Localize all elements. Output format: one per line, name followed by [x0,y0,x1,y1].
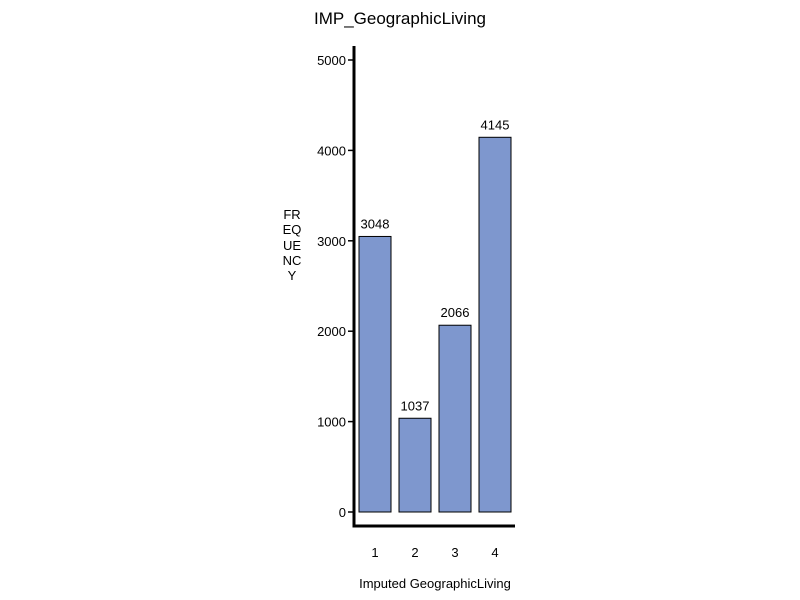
chart-title: IMP_GeographicLiving [314,9,486,28]
y-tick-label: 0 [339,505,346,520]
x-tick-label: 1 [371,545,378,560]
x-axis-label: Imputed GeographicLiving [359,576,511,591]
x-tick-label: 3 [451,545,458,560]
bar-data-label: 4145 [481,117,510,132]
y-tick-label: 3000 [317,234,346,249]
y-axis-label: FREQUENCY [282,207,302,284]
y-tick-label: 1000 [317,415,346,430]
bar [478,136,512,513]
bar-data-label: 1037 [401,398,430,413]
bar [398,417,432,513]
bars-layer: 3048 1037 2066 4145 [358,117,512,513]
bar-data-label: 3048 [361,216,390,231]
bar [358,235,392,513]
y-tick-label: 5000 [317,53,346,68]
y-tick-label: 2000 [317,324,346,339]
x-tick-label: 4 [491,545,498,560]
axes-layer: 0 1000 2000 3000 4000 5000 1 2 3 4 [317,46,515,560]
x-tick-label: 2 [411,545,418,560]
y-tick-label: 4000 [317,143,346,158]
bar [438,324,472,513]
bar-data-label: 2066 [441,305,470,320]
